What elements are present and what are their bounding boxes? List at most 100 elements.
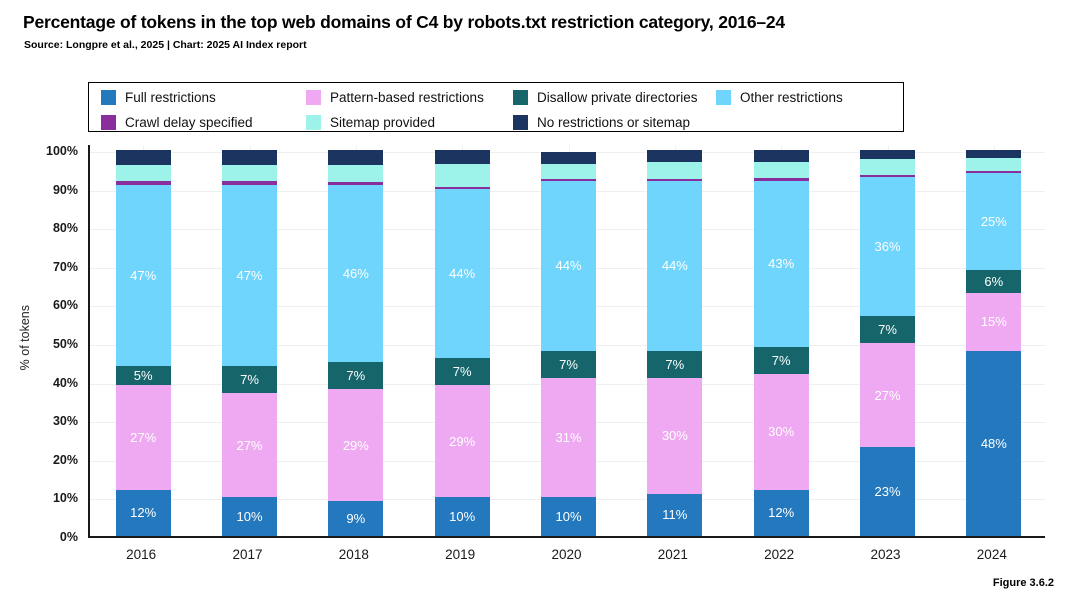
bar-segment: 27%	[222, 393, 277, 498]
segment-value-label: 7%	[771, 352, 791, 368]
segment-value-label: 11%	[662, 507, 688, 523]
stacked-bar-2019: 10% 29% 7% 44%	[434, 150, 490, 536]
bar-segment	[966, 157, 1022, 172]
bar-segment	[222, 150, 277, 166]
bar-segment: 7%	[434, 358, 490, 386]
legend-item: Full restrictions	[101, 90, 306, 105]
bar-segment	[541, 163, 596, 179]
segment-value-label: 6%	[984, 273, 1004, 289]
bar-segment: 10%	[222, 497, 277, 536]
x-tick-label: 2016	[126, 547, 157, 562]
y-tick-label: 90%	[52, 182, 78, 197]
bar-segment: 5%	[115, 366, 171, 386]
legend-label: Full restrictions	[125, 90, 216, 105]
bar-segment: 7%	[647, 350, 703, 378]
figure-number: Figure 3.6.2	[992, 577, 1054, 589]
segment-value-label: 36%	[874, 239, 901, 255]
segment-value-label: 29%	[449, 433, 476, 449]
bar-segment: 12%	[753, 489, 809, 536]
segment-value-label: 47%	[236, 267, 263, 283]
stacked-bar-2020: 10% 31% 7% 44%	[541, 150, 596, 536]
legend-swatch-icon	[101, 90, 116, 105]
bar-segment	[647, 178, 703, 181]
segment-value-label: 10%	[236, 509, 263, 525]
legend-item: No restrictions or sitemap	[513, 115, 716, 130]
legend-swatch-icon	[513, 115, 528, 130]
x-tick-label: 2020	[551, 547, 582, 562]
legend-label: Disallow private directories	[537, 90, 698, 105]
bar-segment	[541, 151, 596, 164]
segment-value-label: 29%	[342, 437, 369, 453]
x-tick-label: 2021	[657, 547, 688, 562]
legend-label: Other restrictions	[740, 90, 843, 105]
bar-segment	[860, 150, 915, 160]
bar-segment	[115, 180, 171, 185]
legend-item: Crawl delay specified	[101, 115, 306, 130]
source-line: Source: Longpre et al., 2025 | Chart: 20…	[24, 39, 307, 51]
stacked-bar-2021: 11% 30% 7% 44%	[647, 150, 703, 536]
bar-segment: 47%	[222, 184, 277, 367]
segment-value-label: 23%	[874, 484, 901, 500]
segment-value-label: 44%	[661, 258, 688, 274]
segment-value-label: 10%	[555, 509, 582, 525]
bar-segment	[434, 150, 490, 164]
bar-segment: 43%	[753, 180, 809, 347]
bar-segment	[222, 165, 277, 181]
bar-segment: 31%	[541, 377, 596, 498]
bar-segment: 7%	[541, 350, 596, 378]
segment-value-label: 5%	[133, 368, 153, 384]
segment-value-label: 30%	[768, 424, 795, 440]
segment-value-label: 12%	[130, 505, 157, 521]
bar-segment: 30%	[753, 373, 809, 490]
bar-segment: 12%	[115, 489, 171, 536]
y-tick-label: 0%	[59, 530, 78, 544]
x-tick-label: 2017	[232, 547, 263, 562]
bar-segment	[753, 150, 809, 162]
legend-item: Sitemap provided	[306, 115, 513, 130]
bar-segment	[753, 161, 809, 178]
bar-segment	[647, 150, 703, 162]
y-tick-label: 60%	[52, 298, 78, 313]
segment-value-label: 48%	[980, 435, 1007, 451]
x-tick-label: 2023	[870, 547, 901, 562]
stacked-bar-2017: 10% 27% 7% 47%	[222, 150, 277, 536]
segment-value-label: 7%	[346, 368, 366, 384]
bar-segment: 9%	[328, 501, 384, 536]
segment-value-label: 27%	[236, 437, 263, 453]
y-tick-label: 20%	[52, 452, 78, 467]
bar-segment: 23%	[860, 447, 915, 536]
segment-value-label: 30%	[661, 428, 688, 444]
bar-segment	[328, 165, 384, 183]
segment-value-label: 7%	[240, 372, 259, 388]
y-tick-label: 80%	[52, 221, 78, 236]
x-tick-label: 2018	[338, 547, 369, 562]
bar-segment	[966, 150, 1022, 158]
bar-segment	[966, 171, 1022, 174]
bar-segment	[328, 150, 384, 166]
legend-swatch-icon	[306, 90, 321, 105]
y-tick-label: 70%	[52, 259, 78, 274]
bar-segment: 29%	[328, 389, 384, 502]
legend-label: Pattern-based restrictions	[330, 90, 484, 105]
bar-segment: 10%	[434, 497, 490, 536]
bar-segment: 27%	[115, 385, 171, 490]
segment-value-label: 12%	[768, 505, 795, 521]
bar-segment	[115, 150, 171, 166]
bar-segment	[222, 180, 277, 185]
bar-segment	[541, 178, 596, 181]
bar-segment: 7%	[753, 346, 809, 374]
bar-segment: 46%	[328, 184, 384, 363]
stacked-bar-2023: 23% 27% 7% 36%	[860, 150, 915, 536]
bar-segment: 15%	[966, 292, 1022, 351]
segment-value-label: 44%	[555, 258, 582, 274]
legend-item: Disallow private directories	[513, 90, 716, 105]
bar-segment: 44%	[541, 180, 596, 351]
y-tick-label: 40%	[52, 375, 78, 390]
bar-segment: 47%	[115, 184, 171, 367]
stacked-bar-2016: 12% 27% 5% 47%	[115, 150, 171, 536]
legend-label: Sitemap provided	[330, 115, 436, 130]
bar-segment: 44%	[434, 188, 490, 359]
legend-label: No restrictions or sitemap	[537, 115, 691, 130]
bar-segment: 27%	[860, 343, 915, 448]
y-tick-label: 10%	[52, 491, 78, 506]
